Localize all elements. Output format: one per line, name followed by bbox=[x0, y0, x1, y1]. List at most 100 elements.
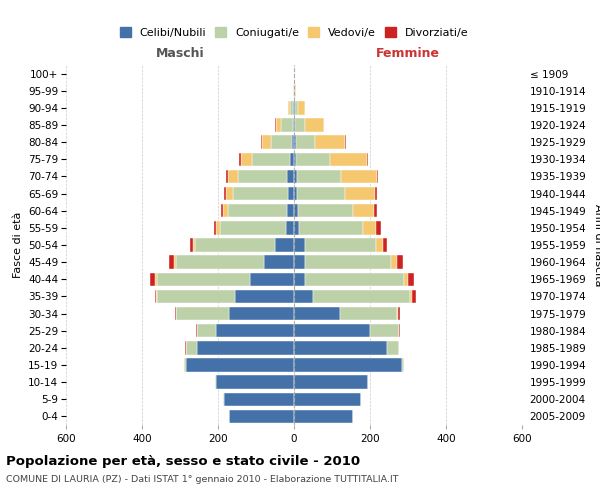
Bar bbox=[294, 410, 353, 423]
Bar bbox=[294, 307, 340, 320]
Bar bbox=[226, 170, 228, 183]
Bar bbox=[294, 324, 370, 338]
Y-axis label: Anni di nascita: Anni di nascita bbox=[593, 204, 600, 286]
Bar bbox=[228, 204, 287, 218]
Bar bbox=[228, 170, 238, 183]
Bar bbox=[323, 118, 325, 132]
Bar bbox=[294, 290, 313, 303]
Bar bbox=[410, 290, 412, 303]
Bar bbox=[235, 290, 294, 303]
Bar bbox=[294, 204, 298, 218]
Bar bbox=[263, 256, 294, 269]
Bar bbox=[296, 152, 331, 166]
Bar bbox=[275, 238, 294, 252]
Bar bbox=[175, 307, 176, 320]
Text: Maschi: Maschi bbox=[155, 47, 205, 60]
Bar bbox=[186, 341, 197, 354]
Bar bbox=[287, 204, 294, 218]
Text: Femmine: Femmine bbox=[376, 47, 440, 60]
Bar bbox=[233, 187, 289, 200]
Bar bbox=[293, 84, 294, 98]
Bar bbox=[397, 256, 403, 269]
Bar bbox=[155, 272, 157, 286]
Bar bbox=[294, 358, 403, 372]
Bar bbox=[353, 204, 374, 218]
Bar bbox=[305, 256, 391, 269]
Bar bbox=[224, 187, 226, 200]
Bar bbox=[398, 307, 400, 320]
Bar bbox=[271, 136, 292, 149]
Bar bbox=[294, 118, 295, 132]
Bar bbox=[294, 272, 305, 286]
Bar bbox=[223, 204, 228, 218]
Bar bbox=[296, 136, 314, 149]
Bar bbox=[305, 272, 404, 286]
Bar bbox=[250, 272, 294, 286]
Bar bbox=[398, 324, 399, 338]
Bar bbox=[298, 101, 305, 114]
Bar bbox=[305, 118, 323, 132]
Bar bbox=[294, 392, 361, 406]
Bar bbox=[174, 256, 176, 269]
Bar bbox=[314, 136, 345, 149]
Bar bbox=[313, 290, 410, 303]
Bar bbox=[294, 152, 296, 166]
Bar bbox=[299, 221, 363, 234]
Bar bbox=[281, 118, 293, 132]
Bar bbox=[294, 221, 299, 234]
Bar bbox=[376, 238, 383, 252]
Legend: Celibi/Nubili, Coniugati/e, Vedovi/e, Divorziati/e: Celibi/Nubili, Coniugati/e, Vedovi/e, Di… bbox=[116, 24, 472, 41]
Bar bbox=[262, 136, 271, 149]
Bar bbox=[412, 290, 416, 303]
Bar bbox=[295, 101, 298, 114]
Bar bbox=[387, 341, 398, 354]
Bar bbox=[155, 290, 157, 303]
Bar bbox=[374, 204, 377, 218]
Bar bbox=[408, 272, 414, 286]
Y-axis label: Fasce di età: Fasce di età bbox=[13, 212, 23, 278]
Bar bbox=[290, 101, 293, 114]
Bar bbox=[276, 118, 281, 132]
Bar bbox=[197, 324, 216, 338]
Bar bbox=[397, 307, 398, 320]
Bar bbox=[229, 307, 294, 320]
Bar bbox=[220, 221, 286, 234]
Bar bbox=[404, 272, 408, 286]
Bar bbox=[238, 170, 287, 183]
Bar bbox=[216, 221, 220, 234]
Bar bbox=[345, 136, 346, 149]
Bar bbox=[294, 341, 387, 354]
Bar bbox=[287, 170, 294, 183]
Bar bbox=[340, 307, 397, 320]
Bar bbox=[294, 136, 296, 149]
Bar bbox=[221, 204, 223, 218]
Bar bbox=[399, 324, 400, 338]
Bar bbox=[295, 84, 296, 98]
Bar bbox=[239, 152, 241, 166]
Bar bbox=[294, 238, 305, 252]
Bar bbox=[377, 170, 378, 183]
Bar bbox=[383, 238, 387, 252]
Bar bbox=[375, 187, 377, 200]
Bar bbox=[293, 101, 294, 114]
Bar bbox=[197, 341, 294, 354]
Bar bbox=[186, 358, 294, 372]
Bar bbox=[331, 152, 367, 166]
Bar bbox=[252, 152, 290, 166]
Bar bbox=[295, 118, 305, 132]
Bar bbox=[214, 221, 216, 234]
Bar bbox=[391, 256, 397, 269]
Bar bbox=[193, 238, 195, 252]
Bar bbox=[196, 324, 197, 338]
Bar bbox=[149, 272, 155, 286]
Text: COMUNE DI LAURIA (PZ) - Dati ISTAT 1° gennaio 2010 - Elaborazione TUTTITALIA.IT: COMUNE DI LAURIA (PZ) - Dati ISTAT 1° ge… bbox=[6, 475, 398, 484]
Bar bbox=[226, 187, 233, 200]
Bar bbox=[297, 187, 344, 200]
Bar bbox=[294, 187, 297, 200]
Bar bbox=[224, 392, 294, 406]
Bar bbox=[297, 170, 341, 183]
Bar bbox=[376, 221, 381, 234]
Bar bbox=[294, 256, 305, 269]
Bar bbox=[290, 152, 294, 166]
Bar bbox=[403, 358, 404, 372]
